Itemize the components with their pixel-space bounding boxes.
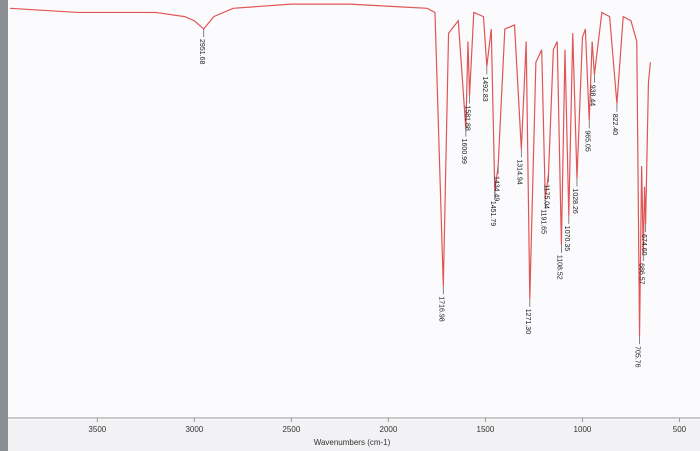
peak-label: 1175.04	[543, 184, 550, 209]
x-tick-label: 500	[673, 425, 687, 434]
peak-label: 1581.88	[464, 105, 471, 130]
window-edge	[0, 0, 8, 451]
peak-label: 1028.26	[571, 188, 578, 213]
x-tick-label: 3500	[88, 425, 106, 434]
peak-label: 1314.94	[515, 159, 522, 184]
peak-label: 1492.83	[481, 76, 488, 101]
peak-label: 686.57	[637, 263, 644, 285]
peak-label: 1434.49	[492, 176, 499, 201]
peak-label: 1108.52	[556, 255, 563, 280]
peak-label: 822.40	[611, 114, 618, 136]
x-axis-title: Wavenumbers (cm-1)	[314, 438, 391, 447]
peak-label: 2951.68	[198, 39, 205, 64]
peak-label: 1600.99	[460, 139, 467, 164]
peak-label: 705.76	[634, 346, 641, 368]
plot-background	[0, 0, 700, 420]
peak-label: 965.05	[583, 130, 590, 152]
peak-label: 1451.79	[489, 201, 496, 226]
x-tick-label: 3000	[185, 425, 203, 434]
peak-label: 674.60	[640, 234, 647, 256]
x-tick-label: 1500	[477, 425, 495, 434]
peak-label: 1070.35	[563, 226, 570, 251]
peak-label: 1716.98	[437, 296, 444, 321]
peak-label: 1191.65	[539, 209, 546, 234]
x-tick-label: 1000	[574, 425, 592, 434]
x-tick-label: 2500	[282, 425, 300, 434]
peak-label: 938.44	[589, 85, 596, 107]
peak-label: 1271.30	[524, 309, 531, 334]
x-tick-label: 2000	[380, 425, 398, 434]
